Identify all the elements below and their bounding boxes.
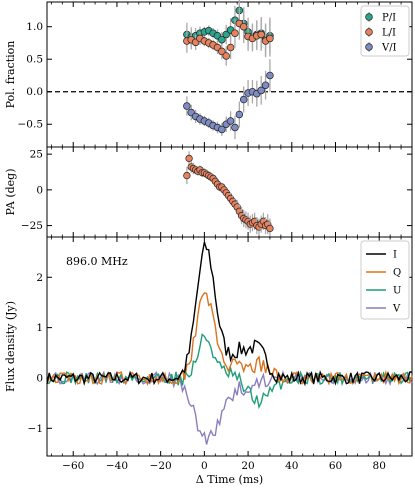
legend-box — [360, 5, 410, 57]
data-point — [231, 29, 239, 37]
pol-fraction-panel: −0.5 0.0 0.5 1.0 Pol. fraction P/I L/I V/I — [4, 0, 413, 148]
y-tick-label: 1 — [36, 322, 43, 334]
y-tick-label: 0.5 — [26, 54, 43, 66]
data-point — [261, 81, 270, 89]
legend-label: Q — [393, 268, 401, 279]
data-point — [239, 95, 248, 104]
data-point — [266, 224, 274, 233]
y-tick-label: −0.5 — [18, 119, 44, 131]
legend-marker — [365, 43, 373, 51]
data-point — [226, 43, 235, 52]
y-tick-label: 0 — [36, 372, 43, 384]
legend-marker — [365, 13, 373, 21]
legend-label: U — [393, 286, 401, 297]
data-point — [183, 102, 191, 110]
data-point — [235, 110, 244, 119]
data-point — [226, 117, 235, 125]
position-angle-panel: −25 0 25 PA (deg) — [4, 146, 413, 239]
data-point — [218, 35, 226, 44]
legend-label: V/I — [381, 43, 397, 54]
y-tick-label: 1.0 — [26, 21, 43, 33]
x-tick-label: −20 — [150, 460, 172, 472]
y-axis-label: PA (deg) — [4, 168, 17, 215]
x-axis-label: Δ Time (ms) — [196, 473, 263, 486]
x-tick-label: 60 — [329, 460, 342, 472]
x-tick-label: 80 — [373, 460, 386, 472]
legend-marker — [365, 28, 373, 36]
data-point — [218, 47, 226, 56]
plot-frame — [46, 236, 413, 457]
y-axis-label: Flux density (Jy) — [4, 301, 17, 392]
legend-label: L/I — [382, 28, 396, 39]
x-tick-label: 0 — [201, 460, 208, 472]
legend-box — [360, 240, 410, 320]
x-tick-label: 40 — [285, 460, 298, 472]
y-tick-label: 2 — [36, 272, 43, 284]
legend-label: P/I — [382, 13, 396, 24]
data-point — [185, 154, 193, 163]
y-tick-label: −1 — [28, 423, 43, 435]
data-point — [222, 52, 230, 60]
flux-density-panel: −1 0 1 2 −60 −40 −20 0 20 40 60 80 Flux density (Jy)… — [4, 236, 413, 486]
data-point — [257, 30, 265, 39]
x-tick-label: 20 — [241, 460, 254, 472]
y-tick-label: 0 — [36, 184, 43, 196]
data-point — [218, 125, 226, 134]
x-tick-label: −40 — [106, 460, 128, 472]
legend: P/I L/I V/I — [360, 5, 410, 57]
frequency-annotation: 896.0 MHz — [66, 255, 128, 268]
legend-label: V — [392, 304, 401, 315]
legend-label: I — [393, 250, 397, 261]
data-point — [183, 171, 191, 180]
data-point — [222, 30, 230, 39]
data-point — [257, 86, 265, 95]
y-tick-label: 0.0 — [26, 86, 43, 98]
data-point — [266, 71, 274, 80]
y-tick-label: 25 — [30, 149, 43, 161]
y-tick-label: −25 — [21, 220, 43, 232]
data-point — [231, 123, 239, 132]
data-point — [239, 22, 248, 31]
y-axis-label: Pol. fraction — [4, 41, 17, 109]
x-tick-label: −60 — [62, 460, 84, 472]
data-point — [266, 34, 274, 43]
series-line-i — [46, 241, 413, 387]
